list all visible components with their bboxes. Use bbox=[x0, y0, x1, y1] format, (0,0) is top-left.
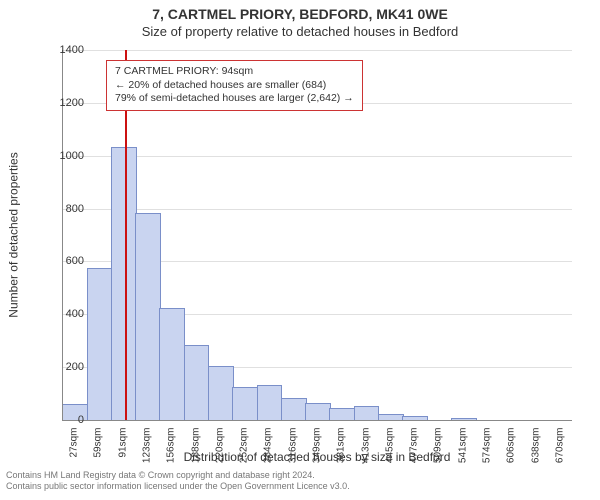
x-tick-label: 509sqm bbox=[433, 428, 444, 478]
x-tick-label: 91sqm bbox=[117, 428, 128, 478]
grid-line bbox=[62, 50, 572, 51]
x-tick-label: 541sqm bbox=[457, 428, 468, 478]
x-axis-line bbox=[62, 420, 572, 421]
x-tick-label: 381sqm bbox=[336, 428, 347, 478]
histogram-bar bbox=[354, 406, 380, 420]
x-tick-label: 606sqm bbox=[506, 428, 517, 478]
page-subtitle: Size of property relative to detached ho… bbox=[0, 22, 600, 39]
histogram-bar bbox=[159, 308, 185, 420]
y-tick-label: 1000 bbox=[44, 150, 84, 162]
x-tick-label: 123sqm bbox=[142, 428, 153, 478]
histogram-bar bbox=[257, 385, 283, 420]
x-tick-label: 316sqm bbox=[287, 428, 298, 478]
histogram-plot: 7 CARTMEL PRIORY: 94sqm← 20% of detached… bbox=[62, 50, 572, 420]
annotation-line-2: ← 20% of detached houses are smaller (68… bbox=[115, 79, 354, 93]
histogram-bar bbox=[329, 408, 355, 420]
x-tick-label: 638sqm bbox=[530, 428, 541, 478]
footer-line-2: Contains public sector information licen… bbox=[6, 481, 594, 492]
histogram-bar bbox=[281, 398, 307, 420]
x-tick-label: 413sqm bbox=[360, 428, 371, 478]
histogram-bar bbox=[208, 366, 234, 420]
x-tick-label: 477sqm bbox=[409, 428, 420, 478]
y-axis-label: Number of detached properties bbox=[6, 50, 22, 420]
annotation-line-3: 79% of semi-detached houses are larger (… bbox=[115, 92, 354, 106]
annotation-box: 7 CARTMEL PRIORY: 94sqm← 20% of detached… bbox=[106, 60, 363, 111]
x-tick-label: 27sqm bbox=[69, 428, 80, 478]
histogram-bar bbox=[135, 213, 161, 420]
histogram-bar bbox=[87, 268, 113, 420]
x-tick-label: 156sqm bbox=[166, 428, 177, 478]
page-title: 7, CARTMEL PRIORY, BEDFORD, MK41 0WE bbox=[0, 0, 600, 22]
y-tick-label: 1400 bbox=[44, 44, 84, 56]
y-tick-label: 400 bbox=[44, 308, 84, 320]
y-tick-label: 200 bbox=[44, 361, 84, 373]
y-tick-label: 600 bbox=[44, 255, 84, 267]
histogram-bar bbox=[305, 403, 331, 420]
y-tick-label: 1200 bbox=[44, 97, 84, 109]
x-tick-label: 349sqm bbox=[312, 428, 323, 478]
x-tick-label: 574sqm bbox=[482, 428, 493, 478]
grid-line bbox=[62, 156, 572, 157]
x-tick-label: 670sqm bbox=[554, 428, 565, 478]
histogram-bar bbox=[232, 387, 258, 420]
x-tick-label: 59sqm bbox=[93, 428, 104, 478]
grid-line bbox=[62, 209, 572, 210]
x-tick-label: 220sqm bbox=[214, 428, 225, 478]
histogram-bar bbox=[184, 345, 210, 420]
chart-area: 7 CARTMEL PRIORY: 94sqm← 20% of detached… bbox=[62, 50, 572, 420]
y-tick-label: 800 bbox=[44, 203, 84, 215]
x-tick-label: 252sqm bbox=[239, 428, 250, 478]
x-tick-label: 284sqm bbox=[263, 428, 274, 478]
y-tick-label: 0 bbox=[44, 414, 84, 426]
x-tick-label: 188sqm bbox=[190, 428, 201, 478]
x-tick-label: 445sqm bbox=[384, 428, 395, 478]
histogram-bar bbox=[111, 147, 137, 420]
annotation-line-1: 7 CARTMEL PRIORY: 94sqm bbox=[115, 65, 354, 79]
